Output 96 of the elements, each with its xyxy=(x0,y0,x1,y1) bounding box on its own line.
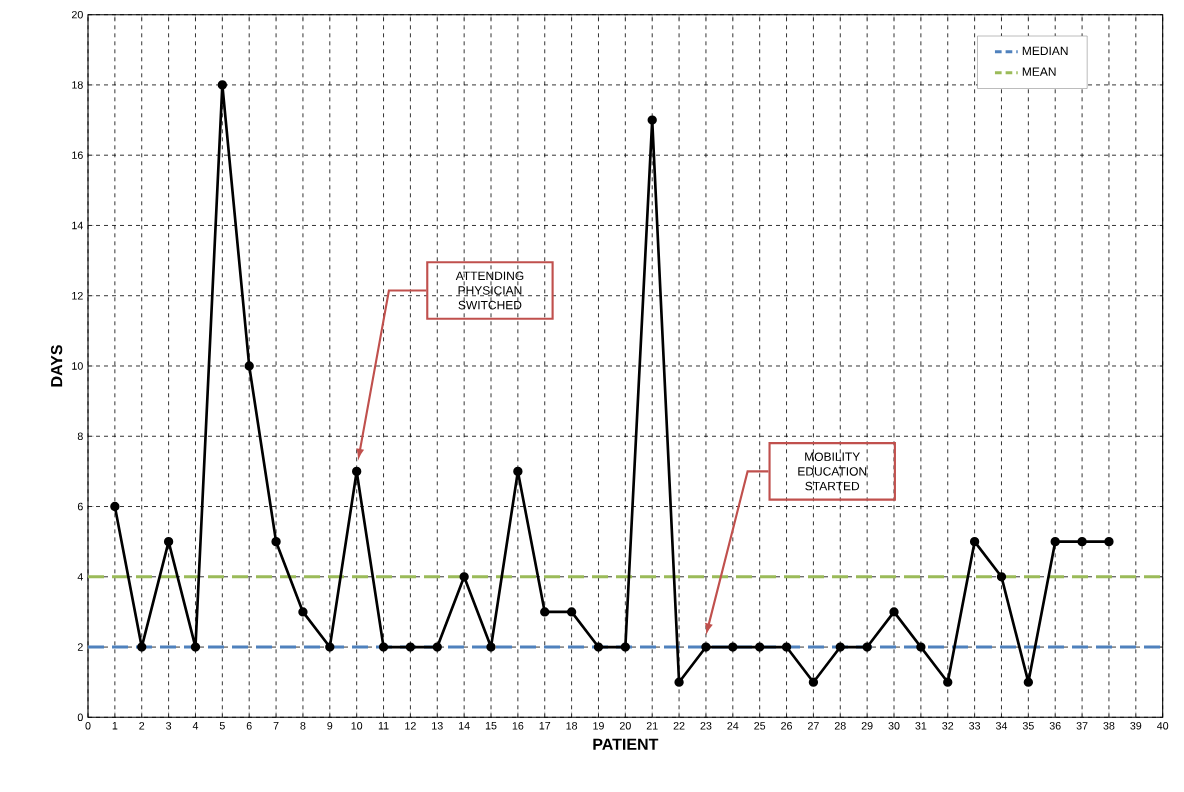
x-tick-label: 40 xyxy=(1157,722,1169,730)
x-tick-label: 19 xyxy=(593,722,604,730)
x-tick-label: 20 xyxy=(619,722,631,730)
point xyxy=(540,607,550,617)
x-tick-label: 24 xyxy=(727,722,739,730)
x-tick-label: 1 xyxy=(112,722,118,730)
point xyxy=(755,642,765,652)
legend-label: MEAN xyxy=(1022,67,1056,76)
x-tick-label: 17 xyxy=(539,722,551,730)
annotation: MOBILITY EDUCATION STARTED xyxy=(798,452,867,491)
y-tick-label: 20 xyxy=(71,10,83,19)
point xyxy=(674,677,684,687)
point xyxy=(137,642,147,652)
legend-label: MEDIAN xyxy=(1022,46,1068,55)
point xyxy=(835,642,845,652)
point xyxy=(190,642,201,652)
y-tick-label: 12 xyxy=(72,292,83,300)
x-tick-label: 0 xyxy=(85,722,91,730)
point xyxy=(325,642,335,652)
y-tick-label: 0 xyxy=(77,713,83,722)
y-tick-label: 2 xyxy=(77,643,83,651)
x-tick-label: 22 xyxy=(673,722,685,730)
point xyxy=(271,536,281,547)
point xyxy=(513,466,523,477)
x-tick-label: 13 xyxy=(432,722,443,730)
point xyxy=(889,607,899,617)
x-tick-label: 34 xyxy=(995,722,1008,730)
point xyxy=(943,677,953,687)
x-axis-title: PATIENT xyxy=(593,738,659,750)
point xyxy=(1023,677,1034,687)
point xyxy=(298,607,308,617)
x-tick-label: 6 xyxy=(246,722,252,730)
x-tick-label: 3 xyxy=(166,722,172,730)
point xyxy=(781,642,792,652)
x-tick-label: 9 xyxy=(327,722,333,730)
x-tick-label: 7 xyxy=(273,722,279,730)
x-tick-label: 8 xyxy=(300,722,306,730)
point xyxy=(996,572,1007,582)
x-tick-label: 31 xyxy=(915,722,927,730)
x-tick-label: 23 xyxy=(700,722,712,730)
x-tick-label: 32 xyxy=(942,722,954,730)
y-tick-label: 16 xyxy=(72,151,83,159)
point xyxy=(1050,536,1060,547)
x-tick-label: 33 xyxy=(969,722,981,730)
point xyxy=(163,536,174,547)
point xyxy=(593,642,604,652)
x-tick-label: 10 xyxy=(351,722,363,730)
x-tick-label: 21 xyxy=(646,722,658,730)
point xyxy=(486,642,496,652)
x-tick-label: 26 xyxy=(781,722,792,730)
x-tick-label: 12 xyxy=(405,722,416,730)
point xyxy=(701,642,711,652)
point xyxy=(647,115,657,125)
x-tick-label: 14 xyxy=(459,722,470,730)
x-tick-label: 2 xyxy=(139,722,145,730)
point xyxy=(1104,536,1114,547)
x-tick-label: 16 xyxy=(512,722,524,730)
x-tick-label: 38 xyxy=(1103,722,1115,730)
x-tick-label: 30 xyxy=(888,722,900,730)
x-tick-label: 25 xyxy=(754,722,766,730)
point xyxy=(432,642,442,652)
x-tick-label: 28 xyxy=(834,722,846,730)
point xyxy=(405,642,416,652)
point xyxy=(110,501,120,512)
x-tick-label: 39 xyxy=(1130,722,1142,730)
y-tick-label: 6 xyxy=(77,502,83,511)
point xyxy=(352,466,362,477)
point xyxy=(1077,536,1087,547)
x-tick-label: 18 xyxy=(566,722,578,730)
x-tick-label: 11 xyxy=(378,722,389,730)
x-tick-label: 5 xyxy=(219,722,225,730)
point xyxy=(620,642,631,652)
point xyxy=(862,642,872,652)
point xyxy=(808,677,819,687)
y-tick-label: 18 xyxy=(72,81,83,89)
x-tick-label: 15 xyxy=(485,722,497,730)
y-tick-label: 8 xyxy=(77,432,83,441)
point xyxy=(969,536,980,547)
point xyxy=(566,607,577,617)
x-tick-label: 35 xyxy=(1022,722,1034,730)
y-tick-label: 4 xyxy=(77,573,83,581)
annotation: ATTENDING PHYSICIAN SWITCHED xyxy=(455,271,524,310)
y-tick-label: 14 xyxy=(72,221,83,230)
point xyxy=(916,642,926,652)
point xyxy=(217,80,228,90)
x-tick-label: 4 xyxy=(192,722,199,730)
point xyxy=(728,642,738,652)
point xyxy=(459,572,469,582)
y-tick-label: 10 xyxy=(72,362,83,370)
x-tick-label: 27 xyxy=(808,722,819,730)
point xyxy=(378,642,389,652)
point xyxy=(244,361,254,371)
x-tick-label: 37 xyxy=(1076,722,1088,730)
x-tick-label: 29 xyxy=(861,722,873,730)
y-axis-title: DAYS xyxy=(50,345,63,387)
x-tick-label: 36 xyxy=(1049,722,1061,730)
